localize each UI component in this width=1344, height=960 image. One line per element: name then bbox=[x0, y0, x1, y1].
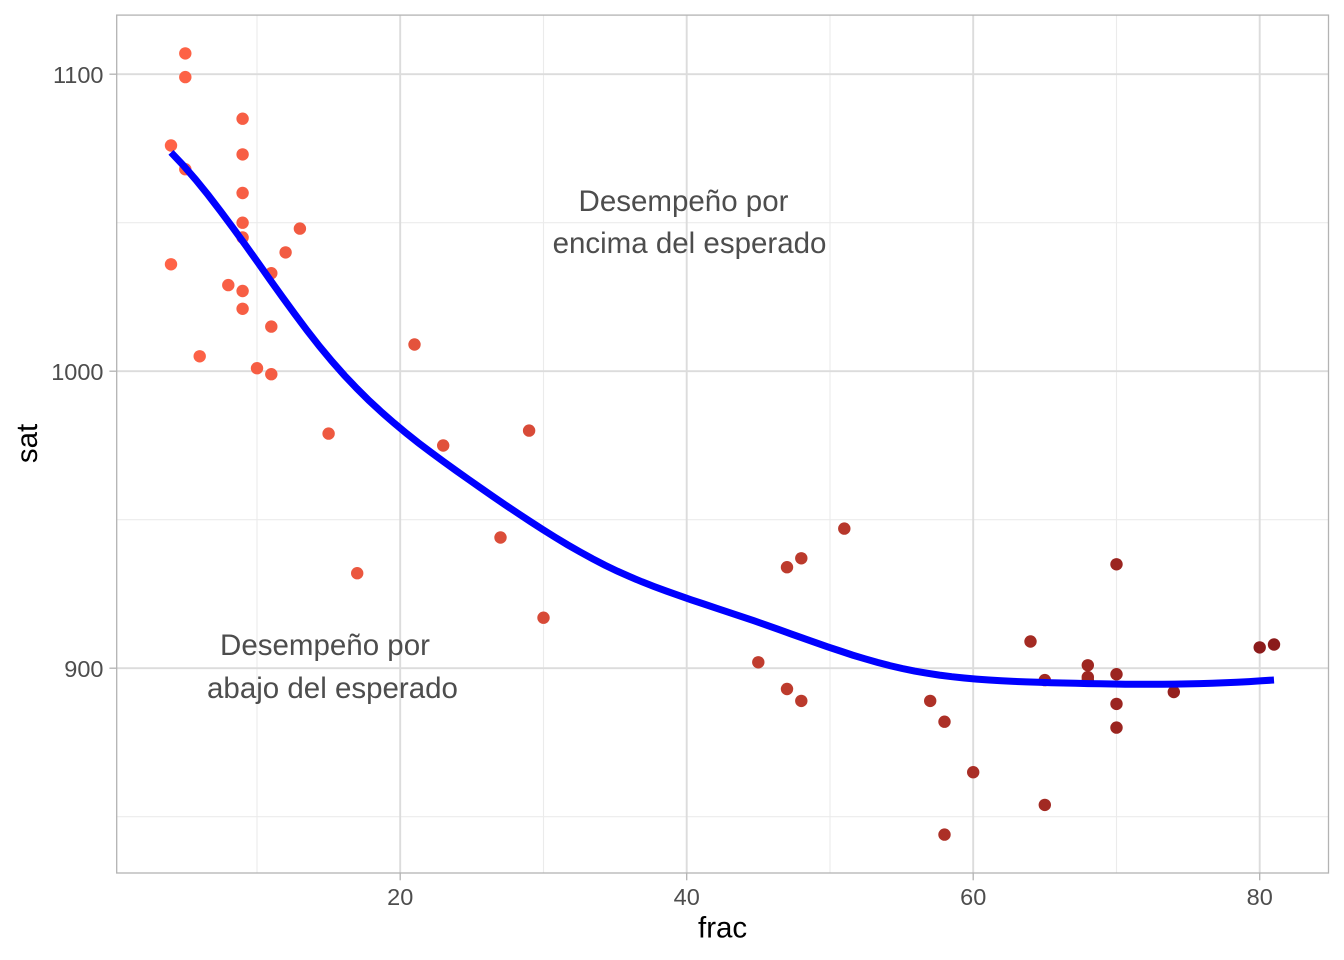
svg-text:sat: sat bbox=[11, 424, 44, 463]
svg-text:Desempeño por: Desempeño por bbox=[220, 629, 430, 662]
svg-text:60: 60 bbox=[960, 884, 986, 910]
svg-text:40: 40 bbox=[674, 884, 700, 910]
svg-text:20: 20 bbox=[387, 884, 413, 910]
svg-text:1100: 1100 bbox=[53, 62, 104, 88]
svg-text:900: 900 bbox=[64, 656, 103, 682]
svg-text:Desempeño por: Desempeño por bbox=[579, 185, 789, 218]
svg-text:1000: 1000 bbox=[51, 359, 103, 385]
svg-text:80: 80 bbox=[1247, 884, 1273, 910]
svg-text:encima del esperado: encima del esperado bbox=[553, 227, 827, 260]
svg-text:abajo del esperado: abajo del esperado bbox=[207, 672, 458, 705]
svg-text:frac: frac bbox=[698, 912, 747, 945]
